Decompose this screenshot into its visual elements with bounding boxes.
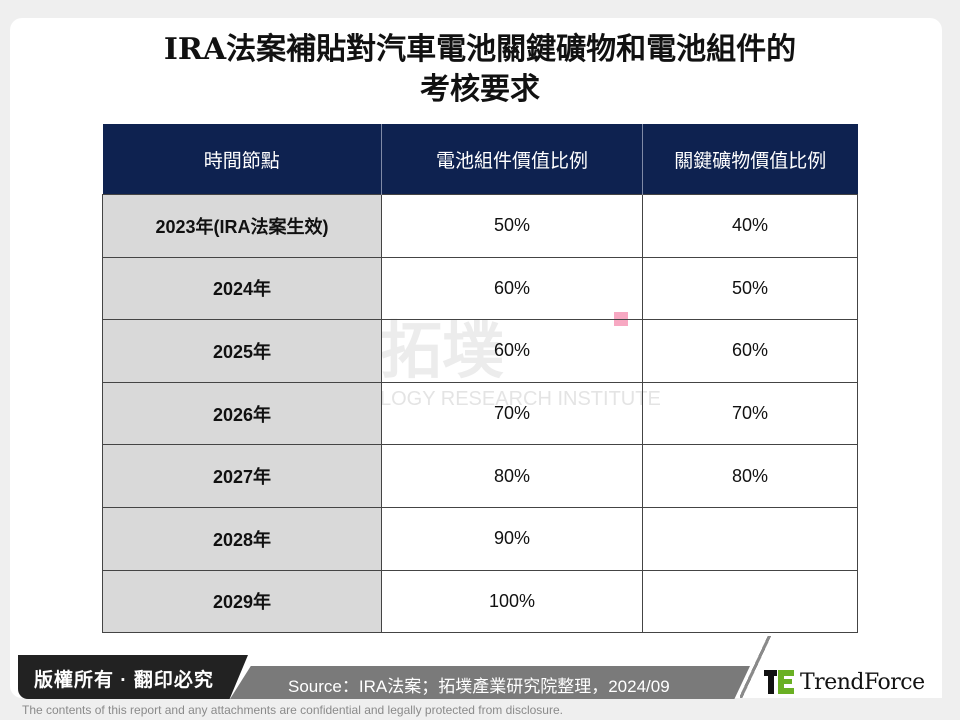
critical-mineral-cell: 60%	[642, 319, 858, 383]
table-row: 2024年 60% 50%	[102, 256, 858, 321]
battery-component-cell: 70%	[381, 381, 643, 446]
copyright-bar: 版權所有 · 翻印必究	[18, 655, 248, 699]
title-line-1: IRA法案補貼對汽車電池關鍵礦物和電池組件的	[163, 32, 797, 67]
brand-logo: TrendForce	[740, 636, 942, 698]
critical-mineral-cell	[642, 569, 858, 634]
critical-mineral-cell: 80%	[642, 444, 858, 508]
table-row: 2026年 70% 70%	[102, 381, 858, 446]
source-text: Source：IRA法案；拓墣產業研究院整理，2024/09	[288, 677, 670, 696]
trendforce-logo-icon	[764, 670, 794, 694]
battery-component-cell: 100%	[381, 569, 643, 634]
title-line-2: 考核要求	[420, 72, 540, 107]
table-row: 2025年 60% 60%	[102, 319, 858, 383]
header-critical-mineral: 關鍵礦物價值比例	[642, 124, 858, 195]
table-row: 2029年 100%	[102, 569, 858, 634]
copyright-text: 版權所有 · 翻印必究	[34, 670, 214, 691]
header-battery-component: 電池組件價值比例	[381, 124, 643, 195]
table-row: 2023年(IRA法案生效) 50% 40%	[102, 194, 858, 258]
table-row: 2027年 80% 80%	[102, 444, 858, 508]
year-cell: 2025年	[102, 319, 382, 383]
critical-mineral-cell	[642, 506, 858, 571]
year-cell: 2023年(IRA法案生效)	[102, 194, 382, 258]
critical-mineral-cell: 40%	[642, 194, 858, 258]
year-cell: 2027年	[102, 444, 382, 508]
header-time: 時間節點	[102, 124, 382, 195]
critical-mineral-cell: 50%	[642, 256, 858, 321]
critical-mineral-cell: 70%	[642, 381, 858, 446]
battery-component-cell: 60%	[381, 256, 643, 321]
year-cell: 2024年	[102, 256, 382, 321]
battery-component-cell: 60%	[381, 319, 643, 383]
year-cell: 2026年	[102, 381, 382, 446]
table-row: 2028年 90%	[102, 506, 858, 571]
battery-component-cell: 80%	[381, 444, 643, 508]
page-title: IRA法案補貼對汽車電池關鍵礦物和電池組件的 考核要求	[0, 30, 960, 110]
battery-component-cell: 50%	[381, 194, 643, 258]
brand-name: TrendForce	[800, 670, 925, 695]
source-bar: Source：IRA法案；拓墣產業研究院整理，2024/09	[230, 666, 750, 699]
battery-component-cell: 90%	[381, 506, 643, 571]
requirements-table: 時間節點 電池組件價值比例 關鍵礦物價值比例 2023年(IRA法案生效) 50…	[102, 124, 858, 634]
year-cell: 2029年	[102, 569, 382, 634]
table-header-row: 時間節點 電池組件價值比例 關鍵礦物價值比例	[102, 124, 858, 195]
disclaimer: The contents of this report and any atta…	[22, 703, 563, 717]
year-cell: 2028年	[102, 506, 382, 571]
